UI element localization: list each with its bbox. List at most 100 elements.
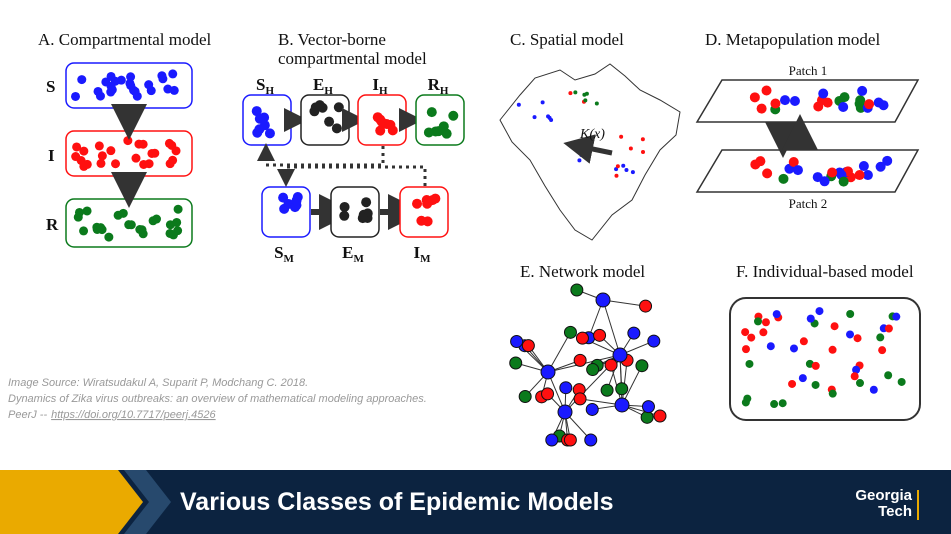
dot (95, 91, 105, 101)
dot (897, 377, 906, 386)
panel-title: compartmental model (278, 49, 427, 68)
dot (72, 142, 82, 152)
dot (875, 161, 886, 172)
dot (741, 328, 750, 337)
dot (375, 114, 386, 125)
source-link[interactable]: https://doi.org/10.7717/peerj.4526 (51, 409, 216, 421)
dot (778, 399, 787, 408)
label-main: E (342, 243, 353, 262)
dot (278, 192, 289, 203)
dot (806, 314, 815, 323)
dot (106, 81, 116, 91)
dot (869, 385, 878, 394)
dotted-link (277, 165, 427, 187)
node (509, 356, 523, 370)
dot (361, 197, 372, 208)
dot (549, 118, 554, 123)
dot (147, 148, 157, 158)
node (653, 409, 667, 423)
label-main: S (274, 243, 283, 262)
dot (317, 102, 328, 113)
dot (74, 207, 84, 217)
dot (152, 214, 162, 224)
dot (857, 85, 868, 96)
dot (172, 217, 182, 227)
dot (792, 165, 803, 176)
dot (423, 127, 434, 138)
dot (846, 330, 855, 339)
dot (749, 92, 760, 103)
panel-title: D. Metapopulation model (705, 30, 880, 49)
dot (96, 223, 106, 233)
compartment-label: EH (313, 75, 333, 97)
dot (82, 206, 92, 216)
node (545, 433, 559, 447)
dot (412, 198, 423, 209)
label-sub: M (353, 253, 364, 265)
dot (614, 173, 619, 178)
panel-title: C. Spatial model (510, 30, 624, 49)
compartment-label: IM (413, 243, 431, 265)
dot (772, 310, 781, 319)
edge (547, 332, 571, 373)
dot (741, 345, 750, 354)
compartment-label: I (48, 146, 55, 165)
dot (839, 92, 850, 103)
dot (854, 170, 865, 181)
dot (357, 213, 368, 224)
node (518, 390, 532, 404)
dot (615, 164, 620, 169)
node (615, 382, 629, 396)
dot (540, 100, 545, 105)
dot (252, 127, 263, 138)
compartment (415, 94, 465, 146)
dot (144, 159, 154, 169)
node (585, 402, 599, 416)
node (557, 404, 573, 420)
node (563, 325, 577, 339)
dot (292, 192, 303, 203)
dot (97, 151, 107, 161)
dot (838, 101, 849, 112)
node (510, 335, 524, 349)
node (541, 387, 555, 401)
map-outline (499, 63, 681, 241)
dot (448, 110, 459, 121)
node (563, 433, 577, 447)
node (640, 410, 654, 424)
dot (168, 69, 178, 79)
node (573, 353, 587, 367)
dot (135, 224, 145, 234)
dot (827, 167, 838, 178)
dot (264, 128, 275, 139)
compartment-label: EM (342, 243, 364, 265)
compartment-label: S (46, 77, 55, 96)
arrow (563, 134, 613, 164)
dot (798, 374, 807, 383)
compartment-label: SM (274, 243, 294, 265)
source-text: Image Source: Wiratsudakul A, Suparit P,… (8, 377, 308, 389)
dot (766, 342, 775, 351)
label-main: I (372, 75, 379, 94)
label-main: I (413, 243, 420, 262)
label-sub: M (420, 253, 431, 265)
dot (594, 101, 599, 106)
patch-label: Patch 1 (789, 63, 828, 78)
dot (745, 359, 754, 368)
dot (747, 333, 756, 342)
dot (173, 204, 183, 214)
label-sub: H (440, 85, 449, 97)
dot (828, 389, 837, 398)
label-sub: H (324, 85, 333, 97)
dot (532, 115, 537, 120)
node (586, 363, 600, 377)
dot (71, 91, 81, 101)
dot (324, 116, 335, 127)
dot (789, 344, 798, 353)
panel-title: B. Vector-borne (278, 30, 386, 49)
dot (761, 85, 772, 96)
dot (811, 380, 820, 389)
dot (568, 91, 573, 96)
dot (815, 307, 824, 316)
compartment (399, 186, 449, 238)
